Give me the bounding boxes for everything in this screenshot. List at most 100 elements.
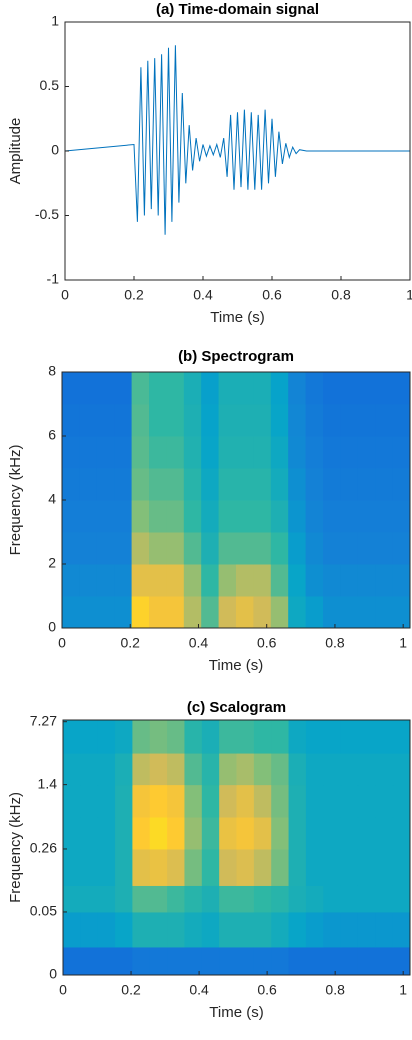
heat-cell <box>392 720 411 754</box>
heat-cell <box>184 848 203 886</box>
heat-cell <box>63 784 81 818</box>
heat-cell <box>62 436 80 469</box>
heat-cell <box>201 720 220 754</box>
heat-cell <box>323 784 342 818</box>
heat-cell <box>79 372 98 405</box>
heat-cell <box>357 500 376 533</box>
chart-title: (b) Spectrogram <box>178 348 294 365</box>
heat-cell <box>357 946 376 976</box>
heat-cell <box>323 946 342 976</box>
heat-cell <box>253 500 272 533</box>
heat-cell <box>184 885 203 913</box>
heat-cell <box>392 911 411 948</box>
x-tick-label: 0 <box>58 635 66 651</box>
heat-cell <box>115 911 133 948</box>
heat-cell <box>218 532 237 565</box>
heat-cell <box>340 436 359 469</box>
heat-cell <box>219 946 237 976</box>
heat-cell <box>96 500 115 533</box>
heat-cell <box>114 596 133 629</box>
heat-cell <box>115 784 133 818</box>
heat-cell <box>236 817 255 850</box>
x-tick-label: 0.6 <box>257 635 277 651</box>
heat-cell <box>132 946 151 976</box>
x-tick-label: 0.8 <box>325 635 345 651</box>
heat-cell <box>149 946 168 976</box>
heat-cell <box>253 848 272 886</box>
x-tick-label: 0.4 <box>193 287 213 303</box>
heat-cell <box>288 468 307 501</box>
heat-cell <box>323 404 341 437</box>
heat-cell <box>253 468 272 501</box>
heat-cell <box>392 500 411 533</box>
heat-cell <box>201 404 220 437</box>
heat-cell <box>218 596 237 629</box>
heat-cell <box>114 564 133 597</box>
heat-cell <box>392 817 411 850</box>
x-tick-label: 0.6 <box>262 287 282 303</box>
heat-cell <box>236 911 255 948</box>
heat-cell <box>114 532 133 565</box>
heat-cell <box>236 404 254 437</box>
heat-cell <box>131 436 150 469</box>
heat-cell <box>63 885 81 913</box>
heat-cell <box>167 784 185 818</box>
heat-cell <box>323 753 342 786</box>
heat-cell <box>80 885 99 913</box>
heat-cell <box>270 404 289 437</box>
heat-cell <box>323 885 342 913</box>
heat-cell <box>79 436 98 469</box>
heat-cell <box>201 564 220 597</box>
heat-cell <box>357 532 376 565</box>
x-tick-label: 0.4 <box>189 982 209 998</box>
heat-cell <box>288 817 307 850</box>
heat-cell <box>183 468 202 501</box>
heat-cell <box>323 532 341 565</box>
heat-cell <box>375 532 394 565</box>
heat-cell <box>392 404 411 437</box>
heat-cell <box>305 848 324 886</box>
x-axis-label: Time (s) <box>209 657 263 674</box>
heat-cell <box>392 564 411 597</box>
heat-cell <box>96 404 115 437</box>
heat-cell <box>357 720 376 754</box>
heat-cell <box>167 720 185 754</box>
heat-cell <box>253 753 272 786</box>
chart-title: (c) Scalogram <box>187 699 286 716</box>
heat-cell <box>218 564 237 597</box>
heat-cell <box>149 753 168 786</box>
heat-cell <box>270 436 289 469</box>
heat-cell <box>79 564 98 597</box>
heat-cell <box>115 848 133 886</box>
heat-cell <box>201 532 220 565</box>
heat-cell <box>375 404 394 437</box>
heat-cell <box>392 372 411 405</box>
x-tick-label: 1 <box>399 982 407 998</box>
heat-cell <box>357 468 376 501</box>
heat-cell <box>62 372 80 405</box>
heat-cell <box>392 436 411 469</box>
heat-cell <box>375 911 394 948</box>
heat-cell <box>80 753 99 786</box>
heat-cell <box>96 596 115 629</box>
heat-cell <box>375 753 394 786</box>
heat-cell <box>166 532 185 565</box>
heat-cell <box>219 911 237 948</box>
heat-cell <box>253 436 272 469</box>
heat-cell <box>166 436 185 469</box>
heat-cell <box>323 564 341 597</box>
x-tick-label: 0 <box>61 287 69 303</box>
heat-cell <box>236 848 255 886</box>
heat-cell <box>149 596 167 629</box>
heat-cell <box>218 372 237 405</box>
x-tick-label: 0.8 <box>325 982 345 998</box>
heat-cell <box>236 784 255 818</box>
heat-cell <box>166 404 185 437</box>
heat-cell <box>236 468 254 501</box>
heat-cell <box>97 720 116 754</box>
heat-cell <box>183 436 202 469</box>
heat-cell <box>375 946 394 976</box>
heat-cell <box>340 564 359 597</box>
